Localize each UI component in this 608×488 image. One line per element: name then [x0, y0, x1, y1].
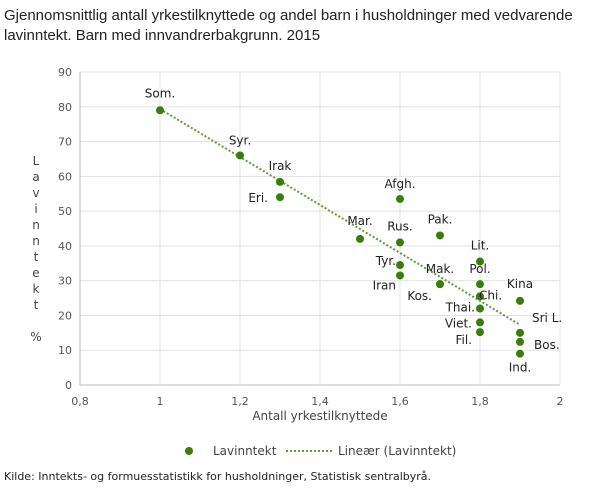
y-tick-label: 70	[58, 136, 72, 149]
legend-label: Lavinntekt	[213, 444, 277, 458]
data-point	[476, 304, 484, 313]
data-label: Mar.	[347, 214, 372, 228]
y-axis-label-letter: L	[33, 154, 40, 168]
data-label: Iran	[373, 278, 396, 292]
legend-marker-lavinntekt	[185, 447, 193, 455]
x-tick-label: 1,8	[471, 395, 489, 408]
y-axis-label-letter: t	[34, 250, 39, 264]
data-point	[396, 238, 404, 247]
data-label: Viet.	[445, 316, 472, 330]
data-point	[156, 106, 164, 115]
y-tick-label: 30	[58, 275, 72, 288]
data-point	[236, 151, 244, 160]
x-tick-label: 1	[157, 395, 164, 408]
data-label: Mak.	[426, 262, 454, 276]
data-label: Chi.	[479, 288, 502, 302]
x-tick-label: 2	[557, 395, 564, 408]
y-tick-label: 10	[58, 344, 72, 357]
data-point	[476, 280, 484, 289]
y-axis-label-letter: v	[32, 186, 39, 200]
y-axis-label-letter: k	[33, 282, 40, 296]
data-label: Som.	[145, 86, 175, 100]
data-label: Fil.	[455, 333, 472, 347]
y-tick-label: 90	[58, 66, 72, 79]
data-point	[516, 296, 524, 305]
data-label: Pak.	[428, 212, 453, 226]
data-label: Rus.	[387, 219, 412, 233]
data-label: Bos.	[534, 338, 560, 352]
legend-label: Lineær (Lavinntekt)	[338, 444, 456, 458]
y-axis-label-letter: e	[32, 266, 39, 280]
data-label: Kina	[507, 277, 533, 291]
data-point	[476, 328, 484, 337]
data-label: Syr.	[229, 133, 251, 147]
data-point	[476, 318, 484, 327]
y-tick-label: 60	[58, 170, 72, 183]
y-tick-label: 20	[58, 309, 72, 322]
x-tick-label: 1,2	[231, 395, 249, 408]
x-tick-label: 1,6	[391, 395, 409, 408]
y-axis-label-letter: n	[32, 234, 40, 248]
data-point	[516, 337, 524, 346]
x-tick-label: 0,8	[71, 395, 89, 408]
y-axis-label-letter: a	[32, 170, 39, 184]
data-point	[276, 193, 284, 202]
y-tick-label: 50	[58, 205, 72, 218]
data-point	[476, 257, 484, 266]
y-tick-label: 0	[65, 379, 72, 392]
y-tick-label: 40	[58, 240, 72, 253]
data-point	[516, 349, 524, 358]
data-label: Pol.	[469, 262, 490, 276]
data-label: Kos.	[407, 289, 432, 303]
data-point	[436, 231, 444, 240]
y-tick-label: 80	[58, 101, 72, 114]
y-axis-label-letter: t	[34, 298, 39, 312]
data-point	[356, 234, 364, 243]
data-point	[436, 280, 444, 289]
data-label: Tyr.	[375, 254, 396, 268]
data-label: Thai.	[445, 300, 475, 314]
y-axis-label-unit: %	[30, 330, 41, 344]
data-label: Irak	[269, 159, 292, 173]
source-note: Kilde: Inntekts- og formuesstatistikk fo…	[4, 470, 432, 483]
data-point	[516, 328, 524, 337]
data-label: Ind.	[509, 361, 532, 375]
x-tick-label: 1,4	[311, 395, 329, 408]
x-axis-label: Antall yrkestilknyttede	[252, 409, 387, 423]
data-point	[476, 292, 484, 301]
trend-line	[159, 108, 521, 326]
data-label: Afgh.	[384, 177, 415, 191]
y-axis-label-letter: i	[34, 202, 37, 216]
data-point	[396, 271, 404, 280]
data-point	[396, 261, 404, 270]
data-label: Lit.	[471, 239, 490, 253]
data-label: Eri.	[248, 191, 268, 205]
chart-title: Gjennomsnittlig antall yrkestilknyttede …	[4, 7, 573, 44]
data-point	[396, 194, 404, 203]
data-point	[276, 177, 284, 186]
data-label: Sri L.	[532, 311, 562, 325]
y-axis-label-letter: n	[32, 218, 40, 232]
